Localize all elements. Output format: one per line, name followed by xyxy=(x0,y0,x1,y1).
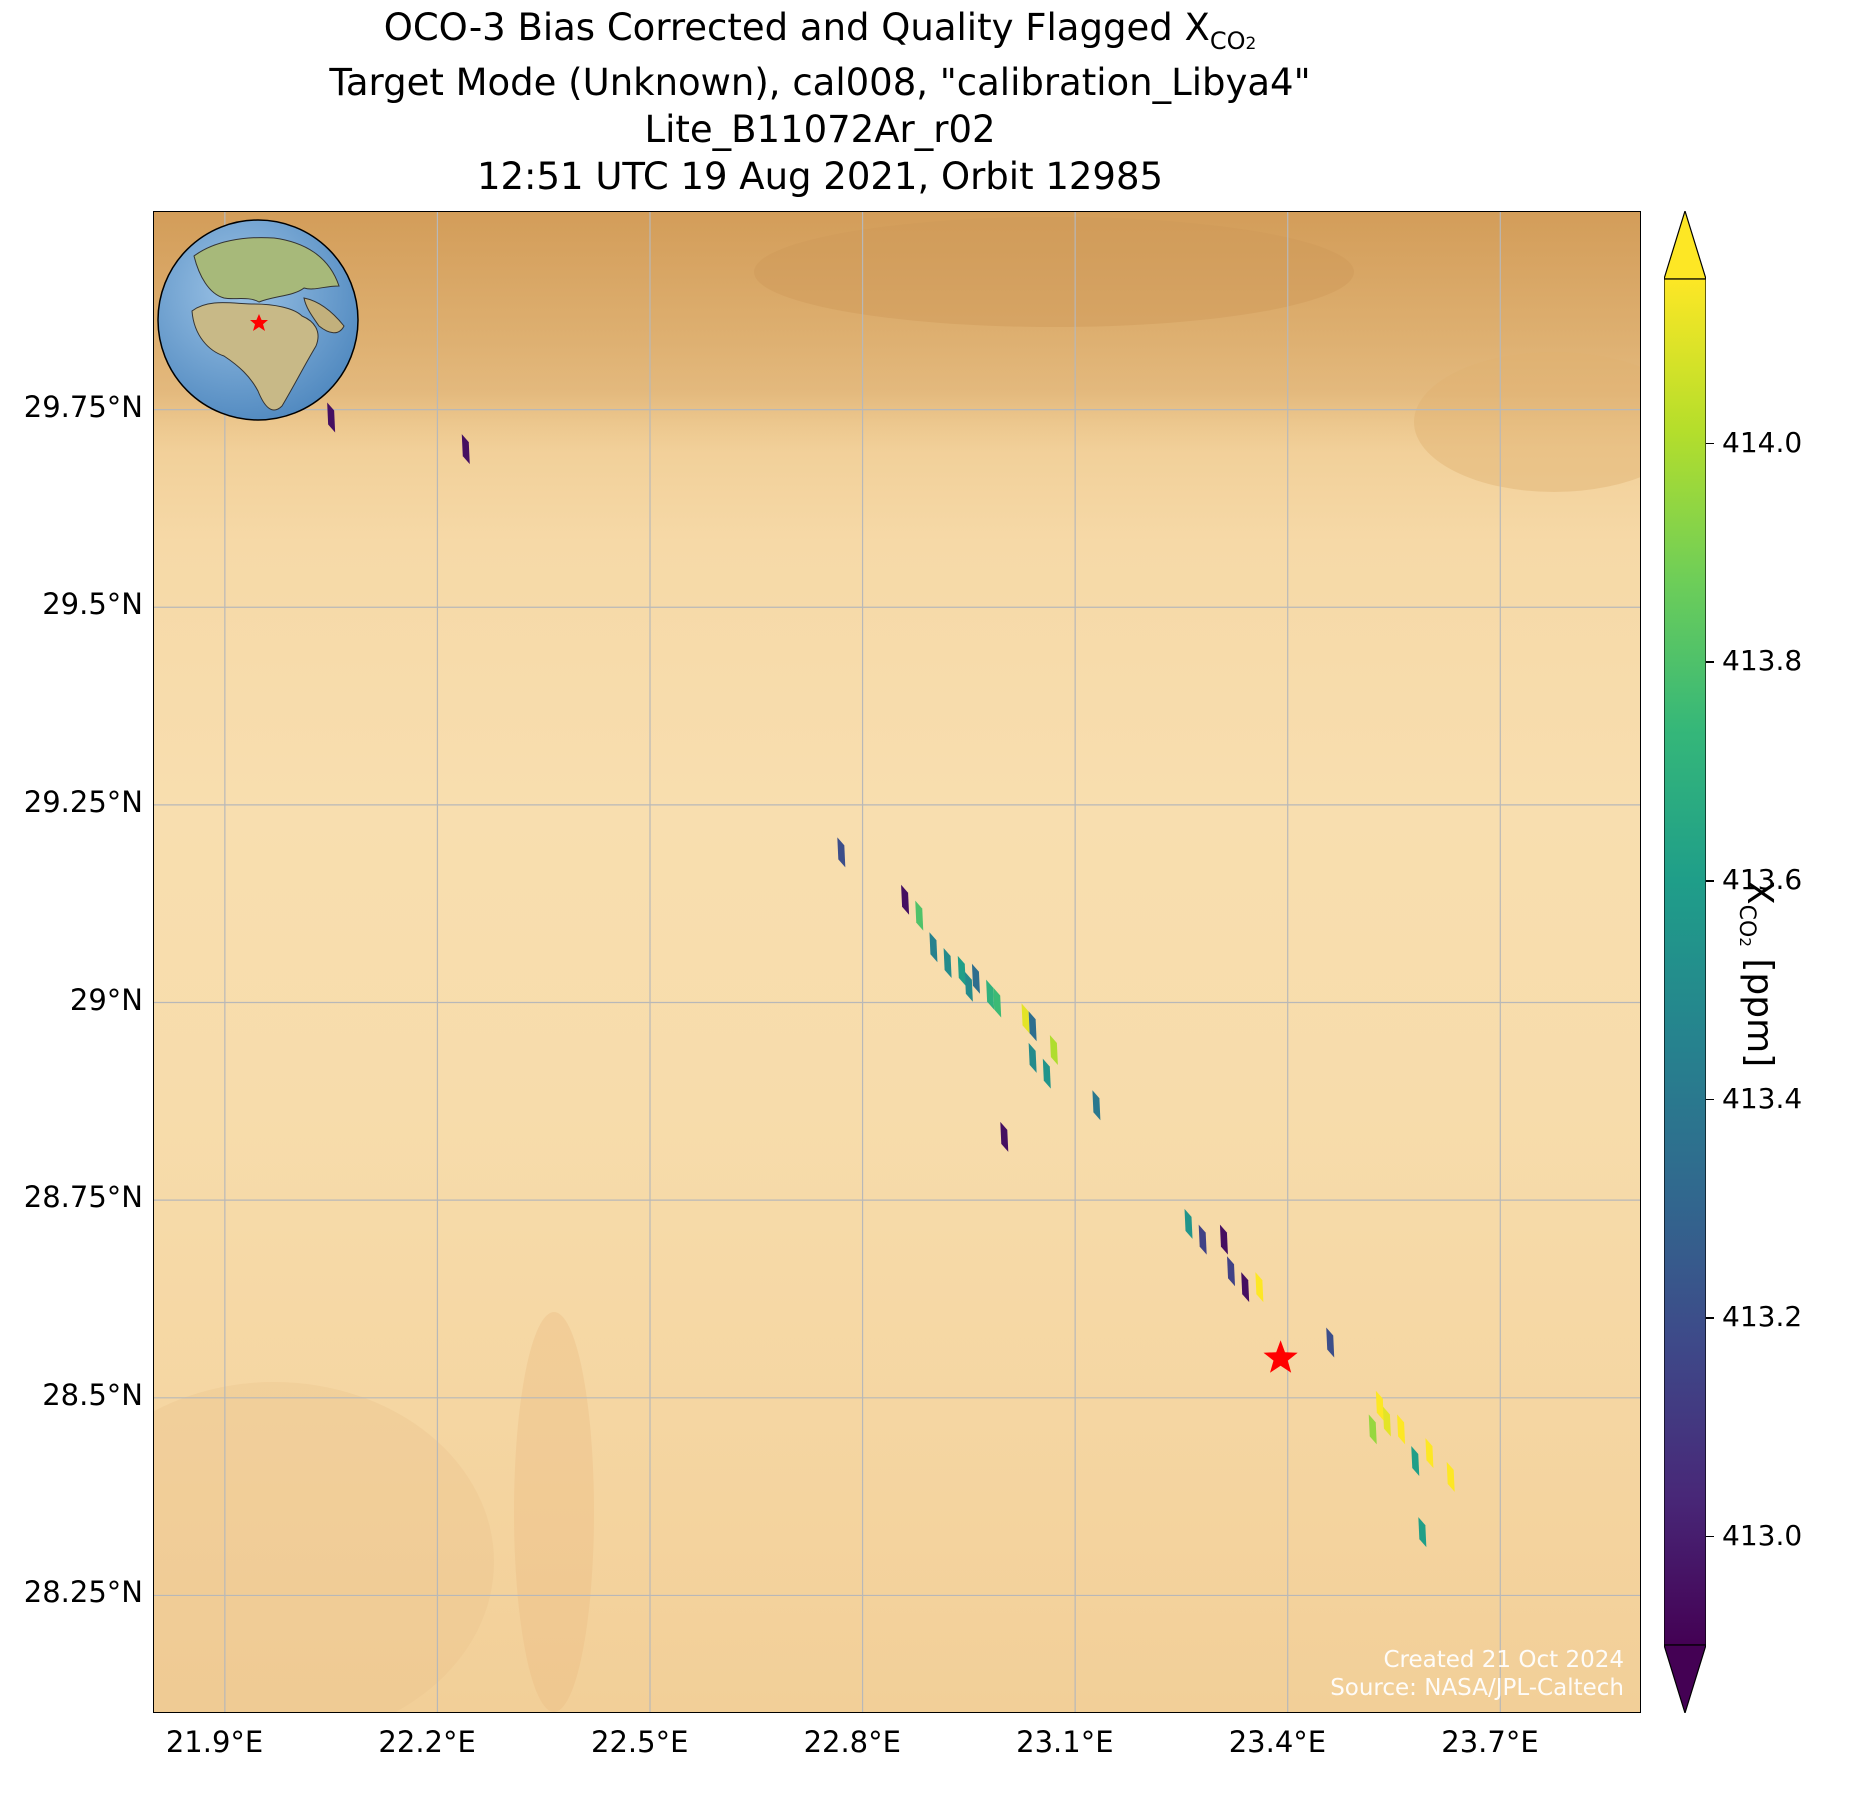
colorbar-tick-mark xyxy=(1706,1535,1714,1538)
y-tick-label: 29°N xyxy=(69,982,143,1017)
colorbar-tick-mark xyxy=(1706,661,1714,663)
x-tick-label: 22.8°E xyxy=(803,1725,901,1759)
created-date: Created 21 Oct 2024 xyxy=(1383,1647,1624,1673)
colorbar-extend-max xyxy=(1664,211,1706,280)
xco2-sounding xyxy=(957,955,966,986)
xco2-sounding xyxy=(943,948,952,978)
globe-arabia xyxy=(303,297,345,334)
title-line-3: Lite_B11072Ar_r02 xyxy=(644,108,996,151)
colorbar-tick-mark xyxy=(1706,442,1714,445)
colorbar-tick-label: 413.4 xyxy=(1722,1081,1803,1115)
source-credit: Source: NASA/JPL-Caltech xyxy=(1330,1675,1624,1701)
xco2-sounding xyxy=(1092,1090,1101,1121)
xco2-sounding xyxy=(1198,1224,1207,1255)
colorbar-tick-label: 414.0 xyxy=(1722,425,1803,459)
xco2-sounding xyxy=(1425,1438,1434,1469)
xco2-sounding xyxy=(327,402,336,433)
dune-patch xyxy=(514,1312,594,1712)
xco2-sounding xyxy=(993,987,1002,1018)
xco2-sounding xyxy=(929,932,938,963)
title-line-1: OCO-3 Bias Corrected and Quality Flagged… xyxy=(383,6,1257,55)
xco2-sounding xyxy=(1382,1406,1391,1437)
gridlines xyxy=(154,212,1640,1712)
dune-patch xyxy=(154,1382,494,1712)
credit-watermark: Created 21 Oct 2024 Source: NASA/JPL-Cal… xyxy=(1330,1646,1624,1702)
xco2-sounding xyxy=(1326,1327,1335,1358)
chart-title: OCO-3 Bias Corrected and Quality Flagged… xyxy=(150,4,1490,200)
map-canvas xyxy=(154,212,1640,1712)
xco2-sounding xyxy=(986,979,995,1010)
colorbar xyxy=(1664,211,1706,1713)
desert-dark-band xyxy=(154,212,1640,1712)
y-tick-label: 28.25°N xyxy=(23,1575,143,1610)
colorbar-tick-label: 413.8 xyxy=(1722,644,1803,678)
colorbar-tick-mark xyxy=(1706,1098,1714,1101)
xco2-sounding xyxy=(1255,1272,1264,1303)
x-tick-label: 22.5°E xyxy=(591,1725,689,1759)
colorbar-extend-min xyxy=(1664,1644,1706,1713)
y-tick-label: 29.25°N xyxy=(23,784,143,819)
globe-target-star xyxy=(250,314,268,331)
locator-globe xyxy=(157,219,359,421)
xco2-sounding xyxy=(1375,1390,1384,1421)
colorbar-tick-mark xyxy=(1706,1317,1714,1319)
xco2-sounding xyxy=(1028,1011,1037,1042)
y-tick-label: 28.5°N xyxy=(42,1377,143,1412)
title-line-2: Target Mode (Unknown), cal008, "calibrat… xyxy=(329,61,1311,104)
xco2-sounding xyxy=(1000,1121,1009,1152)
colorbar-tick-mark xyxy=(1706,880,1714,882)
xco2-sounding xyxy=(915,900,924,931)
xco2-sounding xyxy=(1049,1034,1058,1065)
xco2-sounding xyxy=(837,837,846,868)
xco2-sounding xyxy=(1446,1461,1455,1492)
x-tick-label: 22.2°E xyxy=(378,1725,476,1759)
target-marker xyxy=(1263,1340,1298,1373)
globe-europe xyxy=(193,237,340,303)
xco2-sounding xyxy=(1411,1446,1420,1477)
xco2-sounding xyxy=(971,963,980,994)
colorbar-label: XCO2 [ppm] xyxy=(1734,880,1780,1068)
y-tick-label: 29.5°N xyxy=(42,587,143,622)
xco2-sounding xyxy=(1042,1058,1051,1089)
xco2-sounding xyxy=(1184,1208,1193,1239)
xco2-sounding xyxy=(1418,1517,1427,1548)
xco2-soundings xyxy=(327,402,1455,1548)
xco2-sounding xyxy=(1368,1414,1377,1445)
colorbar-tick-label: 413.6 xyxy=(1722,863,1803,897)
title-line-4: 12:51 UTC 19 Aug 2021, Orbit 12985 xyxy=(476,155,1164,198)
dune-patch xyxy=(1414,352,1640,492)
map-plot-area[interactable]: Created 21 Oct 2024 Source: NASA/JPL-Cal… xyxy=(153,211,1641,1713)
colorbar-tick-label: 413.2 xyxy=(1722,1300,1803,1334)
x-tick-label: 23.7°E xyxy=(1441,1725,1539,1759)
x-tick-label: 23.4°E xyxy=(1228,1725,1327,1759)
y-tick-label: 29.75°N xyxy=(23,389,143,424)
colorbar-gradient xyxy=(1664,278,1706,1646)
xco2-sounding xyxy=(1241,1272,1250,1303)
target-star xyxy=(1263,1340,1298,1373)
xco2-sounding xyxy=(964,971,973,1002)
y-tick-label: 28.75°N xyxy=(23,1180,143,1215)
x-tick-label: 21.9°E xyxy=(165,1725,264,1759)
xco2-sounding xyxy=(1227,1256,1236,1287)
xco2-sounding xyxy=(1397,1414,1406,1445)
title-subscript: CO2 xyxy=(1209,27,1257,55)
colorbar-tick-label: 413.0 xyxy=(1722,1518,1803,1552)
xco2-sounding xyxy=(461,434,470,465)
globe-africa xyxy=(191,302,319,411)
dune-patch xyxy=(754,217,1354,327)
x-tick-label: 23.1°E xyxy=(1016,1725,1114,1759)
xco2-sounding xyxy=(1028,1042,1037,1073)
xco2-sounding xyxy=(1219,1224,1228,1255)
xco2-sounding xyxy=(901,884,910,915)
xco2-sounding xyxy=(1021,1003,1030,1034)
